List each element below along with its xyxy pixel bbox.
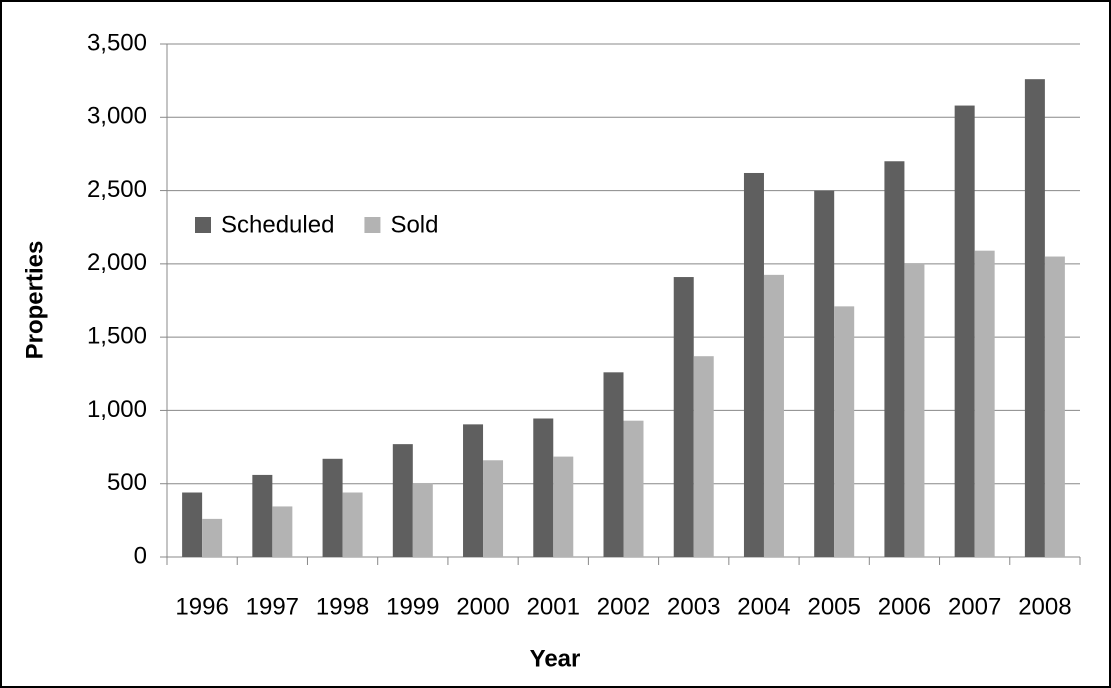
x-tick-label: 1997	[246, 593, 299, 620]
bar	[954, 105, 975, 557]
y-tick-label: 1,500	[87, 322, 147, 349]
x-tick-label: 2000	[456, 593, 509, 620]
x-tick-label: 1999	[386, 593, 439, 620]
y-tick-label: 2,500	[87, 176, 147, 203]
bar	[322, 458, 343, 557]
legend-swatch	[364, 217, 381, 233]
y-tick-label: 0	[134, 542, 147, 569]
bar	[904, 263, 925, 557]
bar	[1024, 79, 1045, 558]
x-tick-label: 1996	[175, 593, 228, 620]
y-tick-label: 500	[107, 469, 147, 496]
bar	[743, 172, 764, 558]
bar	[272, 506, 293, 557]
x-tick-label: 2008	[1018, 593, 1071, 620]
bar	[392, 444, 413, 557]
bar	[814, 190, 835, 558]
legend-label: Sold	[390, 211, 438, 238]
bar	[623, 420, 644, 557]
bar	[834, 306, 855, 557]
bar	[182, 492, 203, 557]
legend-label: Scheduled	[221, 211, 334, 238]
bar	[974, 250, 995, 557]
y-tick-label: 2,000	[87, 249, 147, 276]
bar	[693, 356, 714, 557]
bar	[884, 161, 905, 557]
x-tick-label: 2002	[597, 593, 650, 620]
x-tick-label: 2007	[948, 593, 1001, 620]
x-tick-label: 2006	[878, 593, 931, 620]
x-tick-label: 2004	[737, 593, 790, 620]
y-axis-title: Properties	[21, 241, 48, 360]
y-tick-label: 3,000	[87, 103, 147, 130]
x-tick-label: 1998	[316, 593, 369, 620]
bar	[202, 518, 223, 557]
bar	[763, 274, 784, 557]
bar	[412, 482, 433, 557]
bar	[533, 418, 554, 557]
bar	[342, 492, 363, 557]
bar	[483, 460, 504, 557]
bar	[1044, 256, 1065, 557]
x-tick-label: 2003	[667, 593, 720, 620]
x-tick-label: 2001	[527, 593, 580, 620]
y-tick-label: 1,000	[87, 396, 147, 423]
legend-swatch	[195, 217, 211, 233]
bar	[603, 372, 624, 557]
y-tick-label: 3,500	[87, 29, 147, 56]
bar	[673, 277, 694, 557]
bar	[252, 474, 273, 557]
bar	[463, 424, 484, 557]
bar	[553, 456, 574, 557]
x-axis-title: Year	[530, 645, 581, 672]
x-tick-label: 2005	[807, 593, 860, 620]
